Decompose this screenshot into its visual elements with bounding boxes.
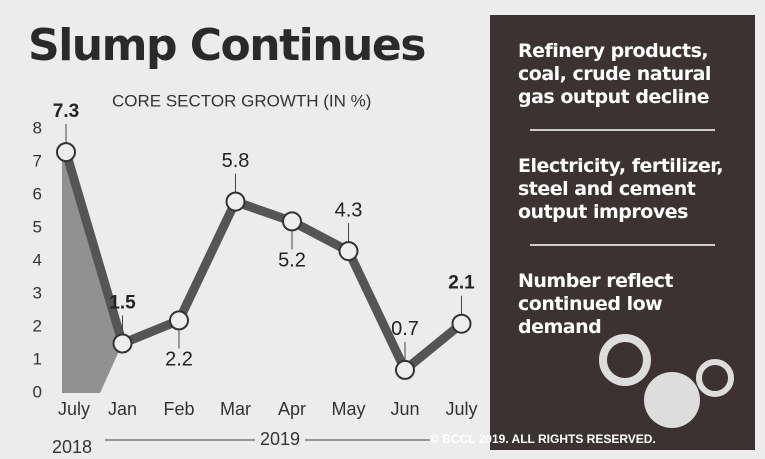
value-label: 2.2: [165, 349, 193, 371]
chart-title: Slump Continues: [28, 20, 425, 71]
x-tick-label: Feb: [163, 399, 194, 419]
value-label: 5.2: [278, 250, 306, 272]
point: [283, 212, 301, 230]
period-label: 2018: [52, 437, 92, 457]
point: [227, 193, 245, 211]
chart-subtitle: CORE SECTOR GROWTH (IN %): [112, 91, 371, 110]
annotation: Electricity, fertilizer, steel and cemen…: [518, 155, 750, 224]
value-label: 2.1: [448, 273, 475, 294]
point: [396, 361, 414, 379]
y-tick-label: 3: [33, 283, 42, 302]
value-label: 0.7: [391, 318, 419, 340]
x-tick-label: July: [58, 399, 90, 419]
y-tick-label: 2: [33, 316, 42, 335]
y-tick-label: 8: [33, 118, 42, 137]
value-label: 5.8: [222, 150, 250, 172]
x-tick-label: July: [445, 399, 477, 419]
annotation: Refinery products, coal, crude natural g…: [518, 40, 750, 109]
point: [170, 311, 188, 329]
value-label: 4.3: [335, 199, 363, 221]
x-tick-label: May: [331, 399, 365, 419]
value-label: 7.3: [53, 101, 79, 122]
y-tick-label: 7: [33, 151, 42, 170]
value-label: 1.5: [109, 293, 136, 314]
point: [453, 315, 471, 333]
point: [114, 335, 132, 353]
credit: © BCCL 2019. ALL RIGHTS RESERVED.: [430, 432, 656, 446]
x-tick-label: Mar: [220, 399, 251, 419]
y-tick-label: 4: [33, 250, 42, 269]
x-tick-label: Jan: [108, 399, 137, 419]
annotation: Number reflect continued low demand: [518, 270, 750, 339]
x-tick-label: Apr: [278, 399, 306, 419]
gear-icon: [644, 372, 700, 428]
x-tick-label: Jun: [390, 399, 419, 419]
point: [340, 242, 358, 260]
period-label: 2019: [260, 429, 300, 449]
y-tick-label: 5: [33, 217, 42, 236]
y-tick-label: 0: [33, 382, 42, 401]
page: Slump Continues CORE SECTOR GROWTH (IN %…: [0, 0, 765, 459]
y-tick-label: 6: [33, 184, 42, 203]
y-tick-label: 1: [33, 349, 42, 368]
point: [57, 143, 75, 161]
